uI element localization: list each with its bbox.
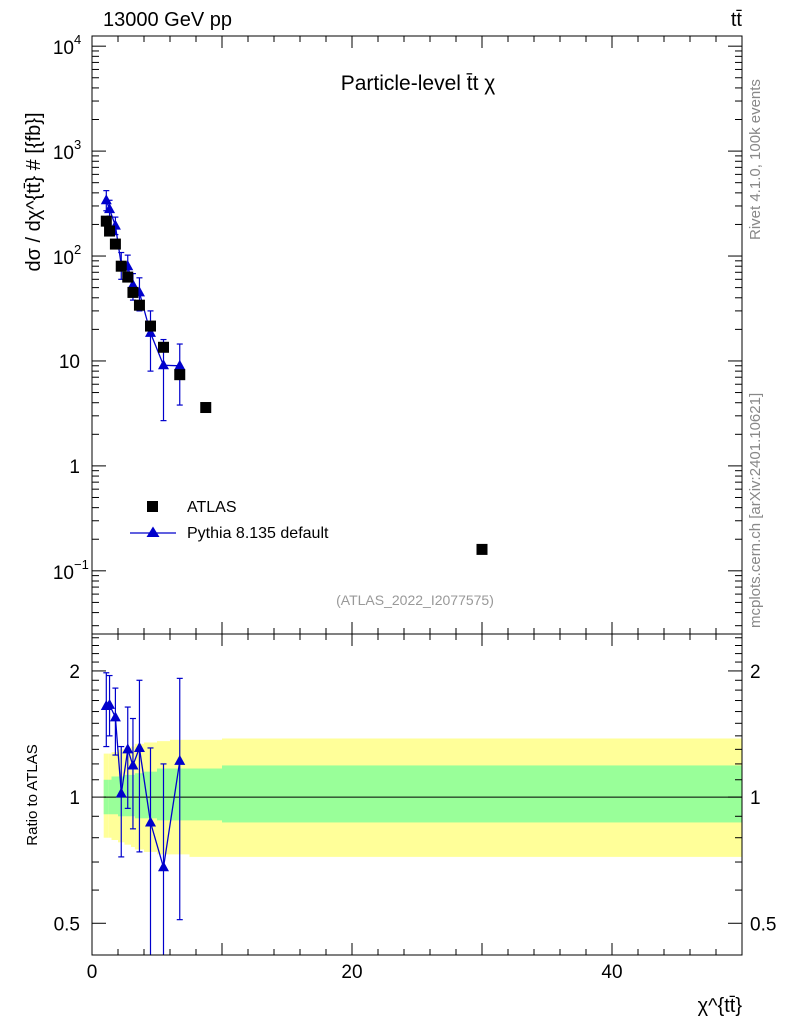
ratio-y-tick-label-left: 0.5 xyxy=(54,914,80,935)
pythia-ratio-point xyxy=(109,711,121,722)
pythia-ratio-point xyxy=(158,861,169,872)
atlas-uncertainty-inner-band xyxy=(222,765,742,823)
ratio-panel-frame xyxy=(91,633,743,956)
tick-exponent: 4 xyxy=(74,32,81,47)
pythia-ratio-line xyxy=(106,704,181,868)
pythia-main-point xyxy=(174,359,186,370)
legend-atlas-label: ATLAS xyxy=(187,499,237,516)
pythia-ratio-point xyxy=(133,741,145,752)
main-axis-ticks xyxy=(91,36,743,634)
source-label: mcplots.cern.ch [arXiv:2401.10621] xyxy=(747,393,764,628)
ratio-axis-ticks xyxy=(91,634,743,955)
pythia-main-point xyxy=(145,326,156,337)
atlas-point xyxy=(200,402,212,414)
main-y-tick-label: 1 xyxy=(69,457,80,478)
main-panel: Particle-level t̄t χ (ATLAS_2022_I207757… xyxy=(23,32,743,635)
x-axis-label: χ^{tt̄} xyxy=(698,995,743,1017)
atlas-point xyxy=(115,260,127,272)
legend: ATLAS Pythia 8.135 default xyxy=(130,499,329,542)
atlas-point xyxy=(127,286,139,298)
ratio-x-tick-labels: 0 20 40 xyxy=(87,962,623,983)
process-label: tt̄ xyxy=(731,9,743,31)
ratio-y-tick-label-right: 0.5 xyxy=(750,914,776,935)
legend-atlas-marker xyxy=(147,501,158,512)
tick-exponent: −1 xyxy=(74,557,89,572)
main-y-axis-label: dσ / dχ^{tt̄} # [{fb}] xyxy=(23,112,45,271)
main-title: Particle-level t̄t χ xyxy=(341,72,496,95)
atlas-uncertainty-inner-band xyxy=(111,776,118,815)
main-y-tick-label: 10 4 xyxy=(53,32,81,59)
tick-base: 10 xyxy=(53,38,74,59)
x-tick-label: 0 xyxy=(87,962,98,983)
pythia-ratio-point xyxy=(115,787,127,798)
x-tick-label: 40 xyxy=(601,962,622,983)
pythia-main-point xyxy=(104,203,116,214)
atlas-point xyxy=(109,238,121,250)
atlas-point xyxy=(158,341,169,353)
tick-exponent: 3 xyxy=(74,137,81,152)
atlas-point xyxy=(145,320,156,332)
main-panel-frame xyxy=(91,35,743,635)
tick-base: 10 xyxy=(53,143,74,164)
pythia-ratio-point xyxy=(145,816,156,827)
tick-base: 10 xyxy=(59,352,80,373)
atlas-point xyxy=(122,271,134,283)
atlas-uncertainty-inner-band xyxy=(189,768,222,821)
atlas-point xyxy=(100,215,112,227)
pythia-ratio-point xyxy=(127,759,139,770)
pythia-main-point xyxy=(158,359,169,370)
tick-base: 10 xyxy=(53,248,74,269)
atlas-point xyxy=(174,369,186,381)
energy-label: 13000 GeV pp xyxy=(103,9,232,31)
pythia-ratio-point xyxy=(122,743,134,754)
pythia-ratio-point xyxy=(104,698,116,709)
ratio-y-tick-label-right: 2 xyxy=(750,662,761,683)
main-y-tick-label: 10 −1 xyxy=(53,557,89,584)
main-y-tick-label: 10 xyxy=(59,352,80,373)
atlas-point xyxy=(133,299,145,311)
legend-pythia-marker xyxy=(146,526,160,537)
ratio-y-tick-label-left: 2 xyxy=(69,662,80,683)
ratio-panel: Ratio to ATLAS 0.5 0.5 1 1 2 2 0 20 40 χ^{tt̄} xyxy=(24,633,777,1017)
ratio-y-tick-label-left: 1 xyxy=(69,788,80,809)
main-y-tick-label: 10 2 xyxy=(53,242,81,269)
atlas-point xyxy=(104,225,116,237)
tick-base: 10 xyxy=(53,563,74,584)
legend-pythia-label: Pythia 8.135 default xyxy=(187,525,329,542)
analysis-tag: (ATLAS_2022_I2077575) xyxy=(336,592,494,608)
ratio-y-tick-label-right: 1 xyxy=(750,788,761,809)
x-tick-label: 20 xyxy=(341,962,362,983)
ratio-y-tick-labels: 0.5 0.5 1 1 2 2 xyxy=(54,662,777,935)
ratio-y-axis-label: Ratio to ATLAS xyxy=(24,744,41,845)
tick-base: 1 xyxy=(69,457,80,478)
main-y-tick-label: 10 3 xyxy=(53,137,81,164)
tick-exponent: 2 xyxy=(74,242,81,257)
ratio-plot-area xyxy=(100,672,742,955)
pythia-main-point xyxy=(127,278,139,289)
atlas-point xyxy=(476,543,488,555)
rivet-label: Rivet 4.1.0, 100k events xyxy=(747,79,764,240)
main-plot-area xyxy=(100,190,488,555)
pythia-ratio-point xyxy=(174,754,186,765)
